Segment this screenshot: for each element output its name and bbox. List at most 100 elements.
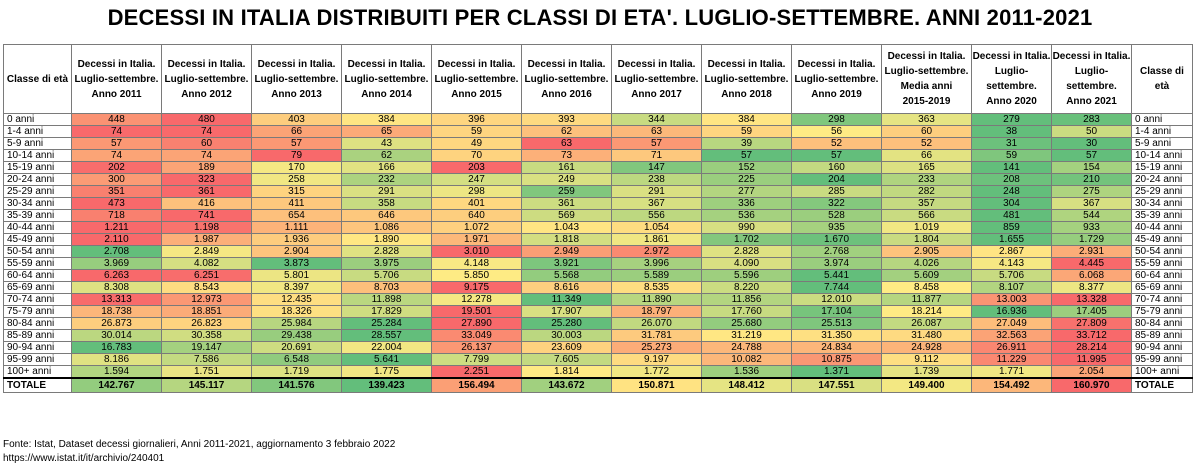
value-cell: 31.219 xyxy=(701,329,792,342)
value-cell: 25.284 xyxy=(341,317,432,330)
value-cell: 8.308 xyxy=(71,281,162,294)
table-row: 0 anni 448 480 403 384 396 393 344 384 298 363 279 2… xyxy=(3,113,1193,126)
value-cell: 1.054 xyxy=(611,221,702,234)
table-row: 20-24 anni 300 323 258 232 247 249 238 225 204 233… xyxy=(3,173,1193,186)
value-cell: 7.799 xyxy=(431,353,522,366)
value-cell: 10.875 xyxy=(791,353,882,366)
value-cell: 1.804 xyxy=(881,233,972,246)
value-cell: 248 xyxy=(971,185,1052,198)
value-cell: 59 xyxy=(431,125,522,138)
value-cell: 1.890 xyxy=(341,233,432,246)
value-cell: 33.049 xyxy=(431,329,522,342)
value-cell: 5.801 xyxy=(251,269,342,282)
value-cell: 5.609 xyxy=(881,269,972,282)
value-cell: 52 xyxy=(881,137,972,150)
value-cell: 298 xyxy=(791,113,882,126)
value-cell: 481 xyxy=(971,209,1052,222)
value-cell: 2.949 xyxy=(521,245,612,258)
age-class-label-right: 5-9 anni xyxy=(1131,137,1193,150)
age-class-label: 60-64 anni xyxy=(3,269,72,282)
age-class-label-right: 30-34 anni xyxy=(1131,197,1193,210)
value-cell: 8.186 xyxy=(71,353,162,366)
value-cell: 416 xyxy=(161,197,252,210)
value-cell: 10.082 xyxy=(701,353,792,366)
value-cell: 57 xyxy=(791,149,882,162)
value-cell: 233 xyxy=(881,173,972,186)
header-age-class: Classe di età xyxy=(3,44,72,114)
value-cell: 13.003 xyxy=(971,293,1052,306)
value-cell: 2.972 xyxy=(611,245,702,258)
value-cell: 4.148 xyxy=(431,257,522,270)
value-cell: 2.054 xyxy=(1051,365,1132,379)
value-cell: 556 xyxy=(611,209,702,222)
value-cell: 2.251 xyxy=(431,365,522,379)
age-class-label-right: 65-69 anni xyxy=(1131,281,1193,294)
value-cell: 1.019 xyxy=(881,221,972,234)
value-cell: 536 xyxy=(701,209,792,222)
value-cell: 59 xyxy=(701,125,792,138)
value-cell: 4.445 xyxy=(1051,257,1132,270)
value-cell: 79 xyxy=(251,149,342,162)
value-cell: 298 xyxy=(431,185,522,198)
value-cell: 2.110 xyxy=(71,233,162,246)
value-cell: 6.263 xyxy=(71,269,162,282)
value-cell: 2.828 xyxy=(341,245,432,258)
value-cell: 1.771 xyxy=(971,365,1052,379)
value-cell: 1.072 xyxy=(431,221,522,234)
table-row: 85-89 anni 30.014 30.358 29.438 28.557 33.049… xyxy=(3,329,1193,342)
value-cell: 166 xyxy=(341,161,432,174)
value-cell: 7.605 xyxy=(521,353,612,366)
value-cell: 149.400 xyxy=(881,377,972,393)
value-cell: 11.898 xyxy=(341,293,432,306)
age-class-label: 5-9 anni xyxy=(3,137,72,150)
value-cell: 859 xyxy=(971,221,1052,234)
value-cell: 8.703 xyxy=(341,281,432,294)
age-class-label-right: 0 anni xyxy=(1131,113,1193,126)
value-cell: 18.851 xyxy=(161,305,252,318)
value-cell: 18.738 xyxy=(71,305,162,318)
value-cell: 30.003 xyxy=(521,329,612,342)
age-class-label: 95-99 anni xyxy=(3,353,72,366)
table-row: 100+ anni 1.594 1.751 1.719 1.775 2.251 1.814 1… xyxy=(3,365,1193,379)
header-column: Decessi in Italia. Luglio-settembre. Anno … xyxy=(71,44,162,114)
table-row: 50-54 anni 2.708 2.849 2.904 2.828 3.010 2.949… xyxy=(3,245,1193,258)
value-cell: 275 xyxy=(1051,185,1132,198)
value-cell: 49 xyxy=(431,137,522,150)
value-cell: 2.931 xyxy=(1051,245,1132,258)
value-cell: 393 xyxy=(521,113,612,126)
value-cell: 3.996 xyxy=(611,257,702,270)
value-cell: 566 xyxy=(881,209,972,222)
value-cell: 27.049 xyxy=(971,317,1052,330)
value-cell: 654 xyxy=(251,209,342,222)
value-cell: 363 xyxy=(881,113,972,126)
value-cell: 1.729 xyxy=(1051,233,1132,246)
value-cell: 57 xyxy=(1051,149,1132,162)
value-cell: 12.435 xyxy=(251,293,342,306)
value-cell: 141 xyxy=(971,161,1052,174)
value-cell: 5.596 xyxy=(701,269,792,282)
value-cell: 28.557 xyxy=(341,329,432,342)
value-cell: 6.068 xyxy=(1051,269,1132,282)
value-cell: 247 xyxy=(431,173,522,186)
value-cell: 384 xyxy=(341,113,432,126)
value-cell: 396 xyxy=(431,113,522,126)
age-class-label: 35-39 anni xyxy=(3,209,72,222)
age-class-label: 45-49 anni xyxy=(3,233,72,246)
age-class-label-right: 100+ anni xyxy=(1131,365,1193,379)
value-cell: 1.111 xyxy=(251,221,342,234)
value-cell: 249 xyxy=(521,173,612,186)
table-row: 45-49 anni 2.110 1.987 1.936 1.890 1.971 1.818… xyxy=(3,233,1193,246)
value-cell: 336 xyxy=(701,197,792,210)
value-cell: 315 xyxy=(251,185,342,198)
age-class-label-right: 20-24 anni xyxy=(1131,173,1193,186)
header-column: Decessi in Italia. Luglio-settembre. Anno … xyxy=(521,44,612,114)
value-cell: 1.536 xyxy=(701,365,792,379)
age-class-label-right: 95-99 anni xyxy=(1131,353,1193,366)
value-cell: 238 xyxy=(611,173,702,186)
value-cell: 401 xyxy=(431,197,522,210)
value-cell: 8.220 xyxy=(701,281,792,294)
value-cell: 139.423 xyxy=(341,377,432,393)
value-cell: 141.576 xyxy=(251,377,342,393)
header-column: Decessi in Italia. Luglio-settembre. Anno … xyxy=(251,44,342,114)
value-cell: 2.849 xyxy=(161,245,252,258)
